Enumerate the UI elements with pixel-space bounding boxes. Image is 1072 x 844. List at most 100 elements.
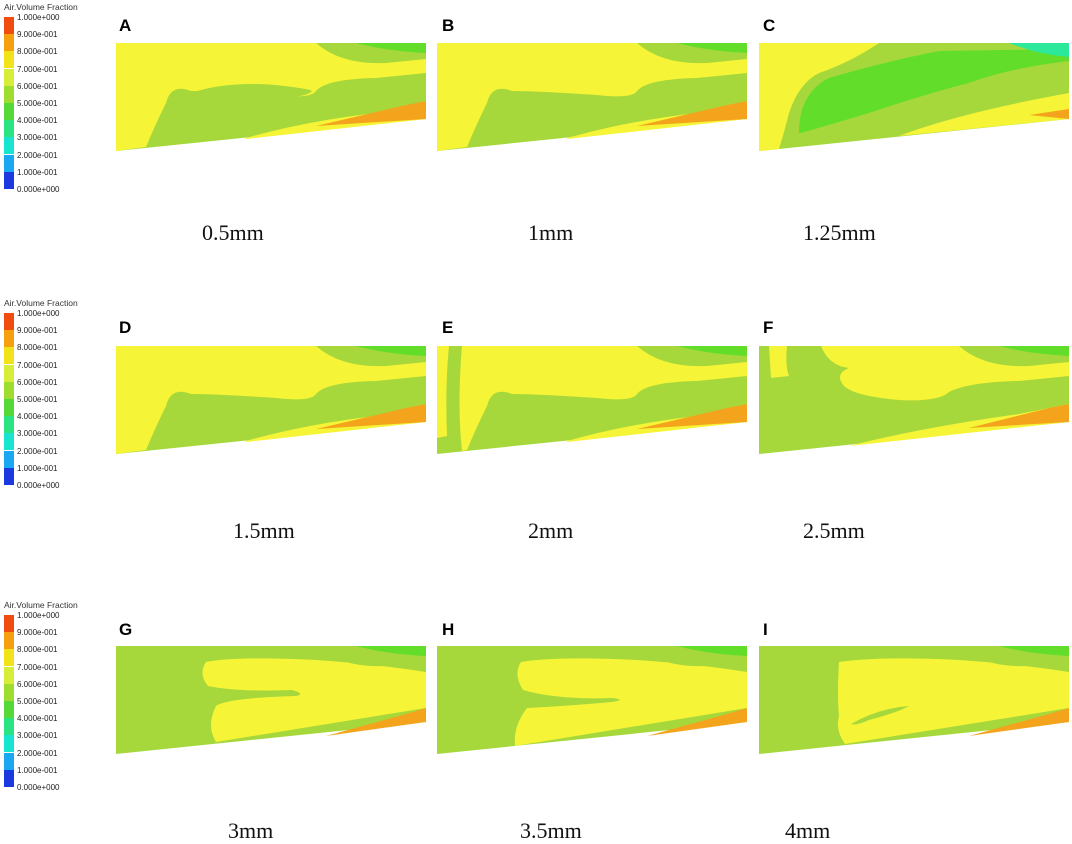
panel-caption: 0.5mm [202,220,264,245]
contour-panel-a [116,43,426,151]
orange-wedge [316,404,426,429]
orange-wedge [637,404,747,429]
orange-wedge [969,404,1069,428]
legend-swatch [4,68,14,86]
legend-tick-label: 4.000e-001 [17,714,58,724]
legend-title: Air.Volume Fraction [4,2,78,12]
legend-tick-label: 9.000e-001 [17,326,58,336]
legend-swatch [4,364,14,382]
legend-tick-label: 1.000e+000 [17,611,60,620]
yellow-region [759,43,879,151]
legend-tick-label: 3.000e-001 [17,429,58,439]
orange-wedge [316,101,426,126]
colorbar-legend: Air.Volume Fraction 1.000e+000 9.000e-001… [4,600,114,798]
yellow-lower-band [849,404,1069,446]
legend-tick-label: 1.000e+000 [17,13,60,22]
yellow-lower-band [567,101,747,139]
legend-tick-label: 5.000e-001 [17,697,58,706]
contour-panel-c [759,43,1069,151]
legend-swatch [4,666,14,684]
cyan-region [1009,43,1069,57]
legend-swatch [4,467,14,485]
panel-label: G [119,620,133,639]
legend-tick-label: 8.000e-001 [17,343,58,353]
legend-tick-label: 4.000e-001 [17,116,58,126]
green-dark-tip [356,646,426,656]
panel-label: C [763,16,776,35]
legend-body: 1.000e+000 9.000e-001 8.000e-001 7.000e-001… [4,309,114,496]
panel-label: F [763,318,774,337]
yellow-region [116,43,426,151]
yellow-lower-band [567,404,747,442]
yellow-lower-band [246,404,426,442]
legend-tick-label: 9.000e-001 [17,30,58,40]
legend-swatch [4,347,14,365]
orange-wedge [637,101,747,126]
yellow-region [459,346,747,451]
legend-swatch [4,313,14,330]
legend-swatch [4,154,14,172]
legend-swatch [4,103,14,120]
legend-tick-label: 3.000e-001 [17,133,58,143]
legend-tick-label: 7.000e-001 [17,360,58,370]
legend-swatch [4,718,14,736]
legend-swatch [4,120,14,138]
legend-tick-label: 1.000e-001 [17,167,58,177]
panel-caption: 2.5mm [803,518,865,543]
green-dark-tip [356,346,426,356]
panel-label: I [763,620,768,639]
yellow-region [514,658,747,746]
orange-wedge [647,708,747,736]
green-dark-tip [999,346,1069,356]
legend-tick-label: 4.000e-001 [17,412,58,422]
yellow-region [837,658,1069,744]
colorbar-legend: Air.Volume Fraction 1.000e+000 9.000e-001… [4,2,114,200]
legend-tick-label: 1.000e+000 [17,309,60,318]
yellow-region [202,658,426,742]
yellow-core [191,84,312,98]
green-dark-tip [677,43,747,53]
panel-label: B [442,16,455,35]
legend-swatch [4,769,14,787]
contour-panel-e [437,346,747,454]
legend-title: Air.Volume Fraction [4,600,78,610]
contour-panel-b [437,43,747,151]
panel-label: E [442,318,454,337]
legend-title: Air.Volume Fraction [4,298,78,308]
panel-label: H [442,620,455,639]
panel-caption: 1.25mm [803,220,876,245]
green-dark-region [799,49,1069,133]
contour-panel-f [759,346,1069,454]
green-dark-tip [677,346,747,356]
legend-swatch [4,649,14,667]
green-dark-tip [999,646,1069,656]
legend-tick-label: 0.000e+000 [17,783,60,792]
legend-swatch [4,171,14,189]
legend-tick-label: 8.000e-001 [17,645,58,655]
panel-caption: 1.5mm [233,518,295,543]
legend-tick-label: 7.000e-001 [17,662,58,672]
legend-swatch [4,433,14,451]
legend-swatch [4,399,14,416]
yellow-region [116,346,426,454]
yellow-left-strip [769,346,789,378]
green-dark-tip [356,43,426,53]
legend-tick-label: 3.000e-001 [17,731,58,741]
legend-tick-label: 6.000e-001 [17,81,58,91]
legend-tick-label: 5.000e-001 [17,395,58,404]
panel-label: A [119,16,132,35]
legend-swatch [4,450,14,468]
contour-panel-h [437,646,747,754]
legend-swatch [4,381,14,399]
panel-caption: 3mm [228,818,274,843]
legend-swatch [4,34,14,52]
legend-swatch [4,683,14,701]
legend-swatch [4,735,14,753]
green-bubble [851,706,909,725]
panel-caption: 3.5mm [520,818,582,843]
legend-swatch [4,137,14,155]
legend-tick-label: 1.000e-001 [17,765,58,775]
legend-tick-label: 0.000e+000 [17,185,60,194]
legend-tick-label: 5.000e-001 [17,99,58,108]
legend-tick-label: 2.000e-001 [17,446,58,456]
